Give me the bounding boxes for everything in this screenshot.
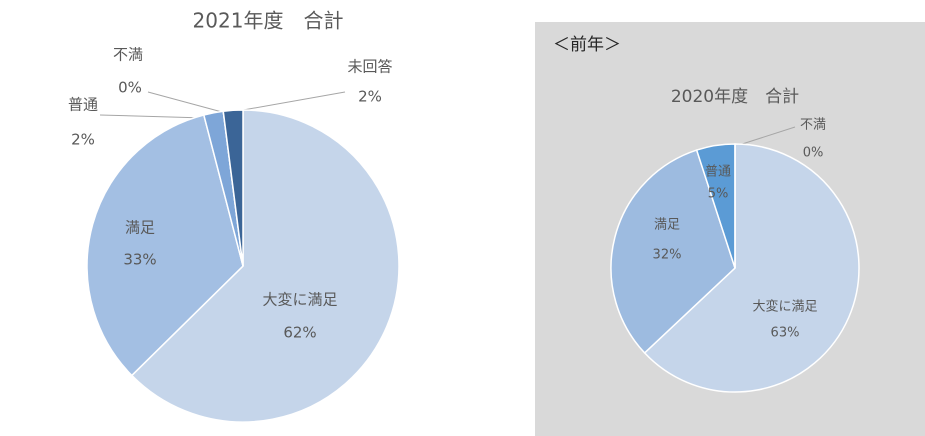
slice-category-label: 不満 [800,118,826,133]
slice-category-label: 満足 [654,218,680,233]
slice-value-label: 33% [123,251,156,269]
chart-title: 2021年度 合計 [193,9,344,33]
pie-slice [222,109,244,267]
leader-line [231,91,346,113]
slice-value-label: 62% [283,324,316,342]
slice-category-label: 未回答 [347,58,392,76]
slice-category-label: 普通 [68,96,98,114]
slice-value-label: 0% [118,79,142,97]
leader-lines [99,91,796,147]
pie-slice [643,143,860,393]
slice-value-label: 0% [803,146,824,161]
pie-slice [86,114,244,377]
leader-line [147,91,223,113]
slice-category-label: 満足 [125,219,155,237]
slice-category-label: 大変に満足 [752,299,817,315]
slice-value-label: 32% [653,248,682,263]
slice-value-label: 63% [771,326,800,341]
slice-category-label: 普通 [705,165,731,180]
leader-line [99,114,206,119]
pie-slice [610,149,736,354]
slice-value-label: 2% [358,88,382,106]
slice-category-label: 大変に満足 [262,291,337,309]
leader-line [735,126,796,147]
panel-label: ＜前年＞ [553,35,621,55]
slice-category-label: 不満 [113,46,143,64]
pie-slice [130,109,400,423]
slice-value-label: 2% [71,131,95,149]
chart-title: 2020年度 合計 [671,87,799,107]
slice-value-label: 5% [708,187,729,202]
